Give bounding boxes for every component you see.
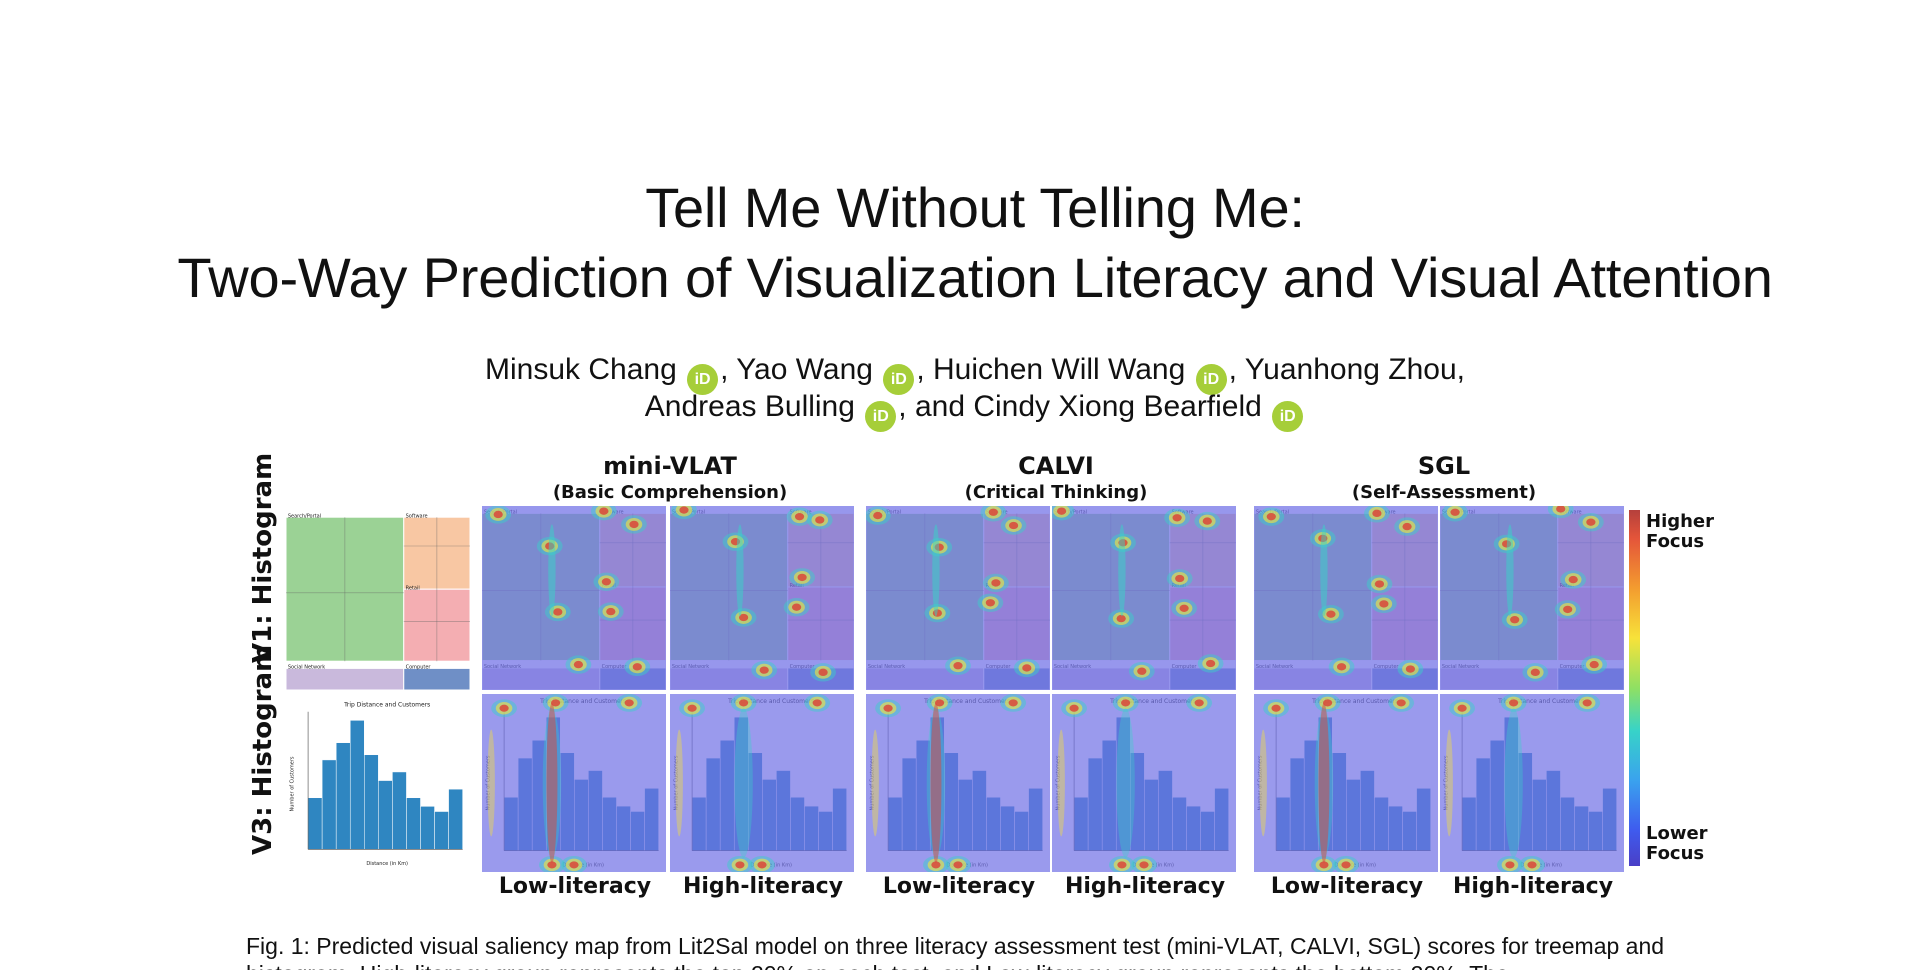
treemap-section-label: Retail xyxy=(406,585,420,591)
test-title-calvi: CALVI xyxy=(1018,452,1094,480)
group-label-high-3: High-literacy xyxy=(1452,874,1614,899)
figure-caption: Fig. 1: Predicted visual saliency map fr… xyxy=(246,933,1665,970)
test-subtitle-sgl: (Self-Assessment) xyxy=(1351,482,1537,503)
author-name: Andreas Bulling xyxy=(644,390,855,423)
row-label-bottom: V3: Histogram xyxy=(248,644,278,855)
group-label-low-2: Low-literacy xyxy=(882,874,1036,899)
histogram-bar xyxy=(392,771,407,850)
author-separator: , xyxy=(916,353,933,386)
saliency-colorbar xyxy=(1629,510,1640,866)
histogram-bar xyxy=(321,759,337,850)
paper-title-line-1: Tell Me Without Telling Me: xyxy=(645,176,1305,239)
colorbar-higher-label: Higher Focus xyxy=(1646,511,1715,552)
author-separator: , and xyxy=(898,390,974,423)
test-title-minivlat: mini-VLAT xyxy=(603,452,737,480)
paper-title-line-2: Two-Way Prediction of Visualization Lite… xyxy=(177,246,1773,309)
orcid-icon[interactable]: iD xyxy=(865,401,897,432)
author-name: Huichen Will Wang xyxy=(933,353,1186,386)
original-histogram: Trip Distance and Customers Distance (in … xyxy=(286,698,470,870)
author-separator: , xyxy=(720,353,737,386)
author-name: Yao Wang xyxy=(736,353,873,386)
treemap-section-label: Software xyxy=(406,513,428,519)
figure-1: mini-VLAT (Basic Comprehension) CALVI (C… xyxy=(0,440,1920,900)
histogram-bar xyxy=(349,720,365,850)
treemap-section-label: Computer xyxy=(406,665,432,671)
histogram-bar xyxy=(448,788,463,850)
histogram-ylabel: Number of Customers xyxy=(289,756,295,811)
author-separator: , xyxy=(1228,353,1245,386)
group-label-high-1: High-literacy xyxy=(682,874,844,899)
author-list-line-2: Andreas Bulling iD, and Cindy Xiong Bear… xyxy=(0,392,1920,432)
histogram-title: Trip Distance and Customers xyxy=(343,702,430,709)
histogram-bar xyxy=(434,811,449,850)
group-label-high-2: High-literacy xyxy=(1064,874,1226,899)
original-treemap: Search/Portal Software Retail Social Networ… xyxy=(286,510,470,690)
author-list-line-1: Minsuk Chang iD, Yao Wang iD, Huichen Wi… xyxy=(0,355,1920,395)
histogram-bar xyxy=(420,806,435,850)
group-label-low-1: Low-literacy xyxy=(498,874,652,899)
author-name: Yuanhong Zhou xyxy=(1244,353,1457,386)
author-separator: , xyxy=(1456,353,1466,386)
histogram-bar xyxy=(335,742,351,850)
orcid-icon[interactable]: iD xyxy=(883,364,915,395)
histogram-bar xyxy=(406,797,421,850)
colorbar-lower-label: Lower Focus xyxy=(1646,823,1708,864)
test-title-sgl: SGL xyxy=(1417,452,1471,480)
orcid-icon[interactable]: iD xyxy=(1195,364,1227,395)
test-subtitle-minivlat: (Basic Comprehension) xyxy=(552,482,788,503)
author-name: Cindy Xiong Bearfield xyxy=(973,390,1262,423)
row-label-top: V1: Histogram xyxy=(248,452,278,663)
orcid-icon[interactable]: iD xyxy=(687,364,719,395)
treemap-section-label: Social Network xyxy=(288,665,325,671)
histogram-bar xyxy=(364,754,379,850)
histogram-xlabel: Distance (in Km) xyxy=(366,861,408,867)
author-name: Minsuk Chang xyxy=(484,353,677,386)
test-subtitle-calvi: (Critical Thinking) xyxy=(964,482,1148,503)
histogram-bar xyxy=(307,797,323,850)
orcid-icon[interactable]: iD xyxy=(1272,401,1304,432)
treemap-section-label: Search/Portal xyxy=(288,513,321,519)
group-label-low-3: Low-literacy xyxy=(1270,874,1424,899)
histogram-bar xyxy=(378,780,393,850)
